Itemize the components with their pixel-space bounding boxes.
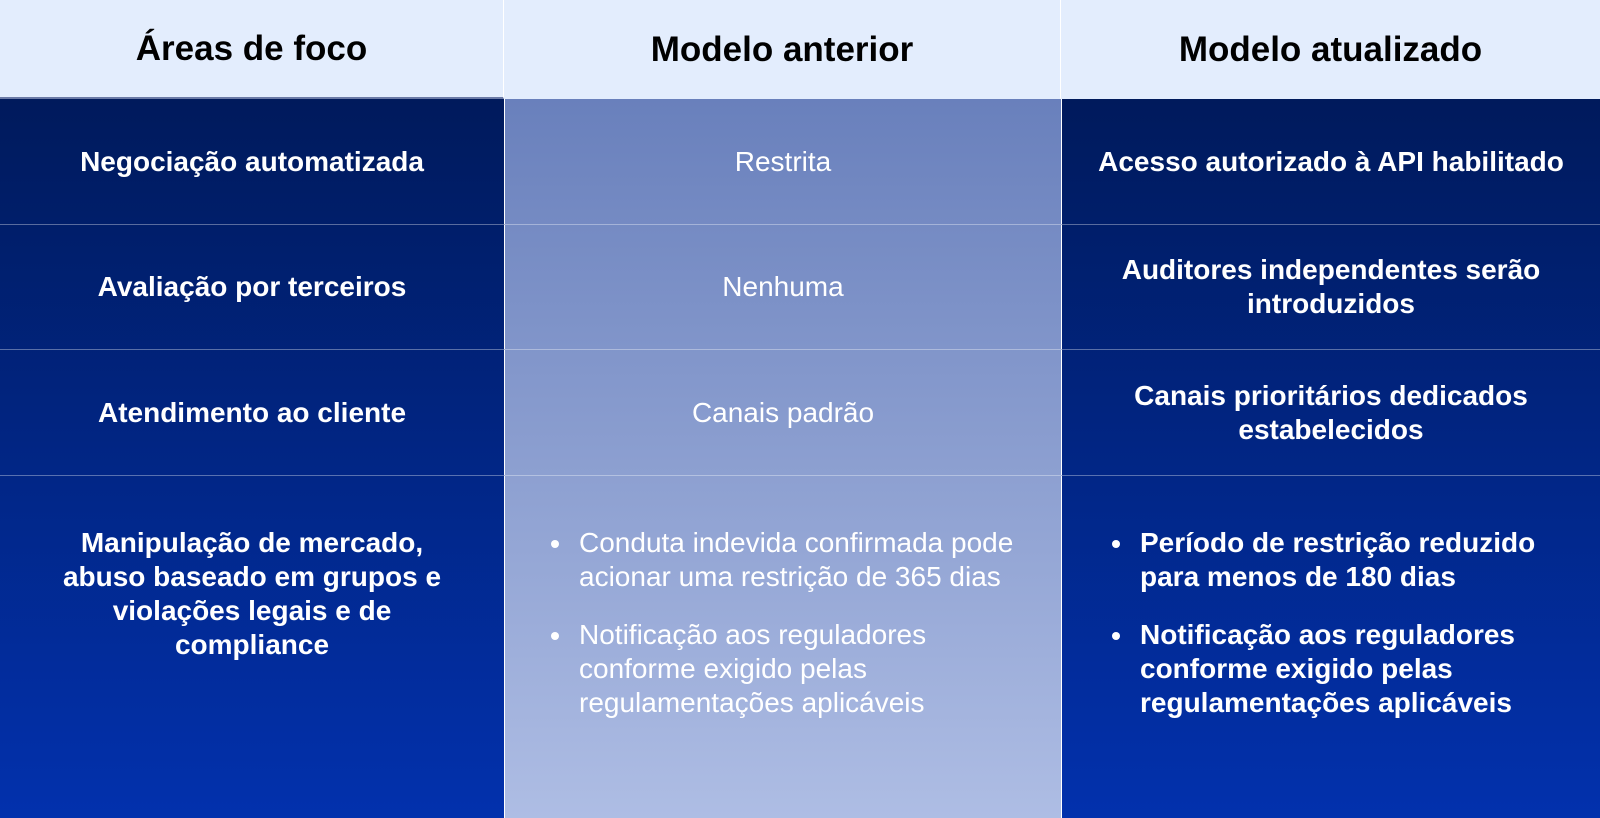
row-4-previous: Conduta indevida confirmada pode acionar…	[504, 476, 1061, 818]
previous-bullet-list: Conduta indevida confirmada pode acionar…	[545, 526, 1031, 744]
row-3-area: Atendimento ao cliente	[0, 350, 504, 476]
bullet-item: Notificação aos reguladores conforme exi…	[1106, 618, 1580, 720]
row-2-area: Avaliação por terceiros	[0, 225, 504, 350]
row-3-updated: Canais prioritários dedicados estabeleci…	[1061, 350, 1600, 476]
header-updated-model: Modelo atualizado	[1061, 0, 1600, 99]
row-2-previous: Nenhuma	[504, 225, 1061, 350]
row-2-updated: Auditores independentes serão introduzid…	[1061, 225, 1600, 350]
row-3-previous: Canais padrão	[504, 350, 1061, 476]
row-1-previous: Restrita	[504, 99, 1061, 225]
row-1-area: Negociação automatizada	[0, 99, 504, 225]
updated-bullet-list: Período de restrição reduzido para menos…	[1106, 526, 1580, 744]
bullet-item: Notificação aos reguladores conforme exi…	[545, 618, 1031, 720]
header-focus-areas: Áreas de foco	[0, 0, 504, 99]
header-previous-model: Modelo anterior	[504, 0, 1061, 99]
row-4-updated: Período de restrição reduzido para menos…	[1061, 476, 1600, 818]
bullet-item: Conduta indevida confirmada pode acionar…	[545, 526, 1031, 594]
bullet-item: Período de restrição reduzido para menos…	[1106, 526, 1580, 594]
previous-column-background	[505, 99, 1061, 818]
row-1-updated: Acesso autorizado à API habilitado	[1061, 99, 1600, 225]
row-4-area: Manipulação de mercado, abuso baseado em…	[62, 527, 442, 660]
